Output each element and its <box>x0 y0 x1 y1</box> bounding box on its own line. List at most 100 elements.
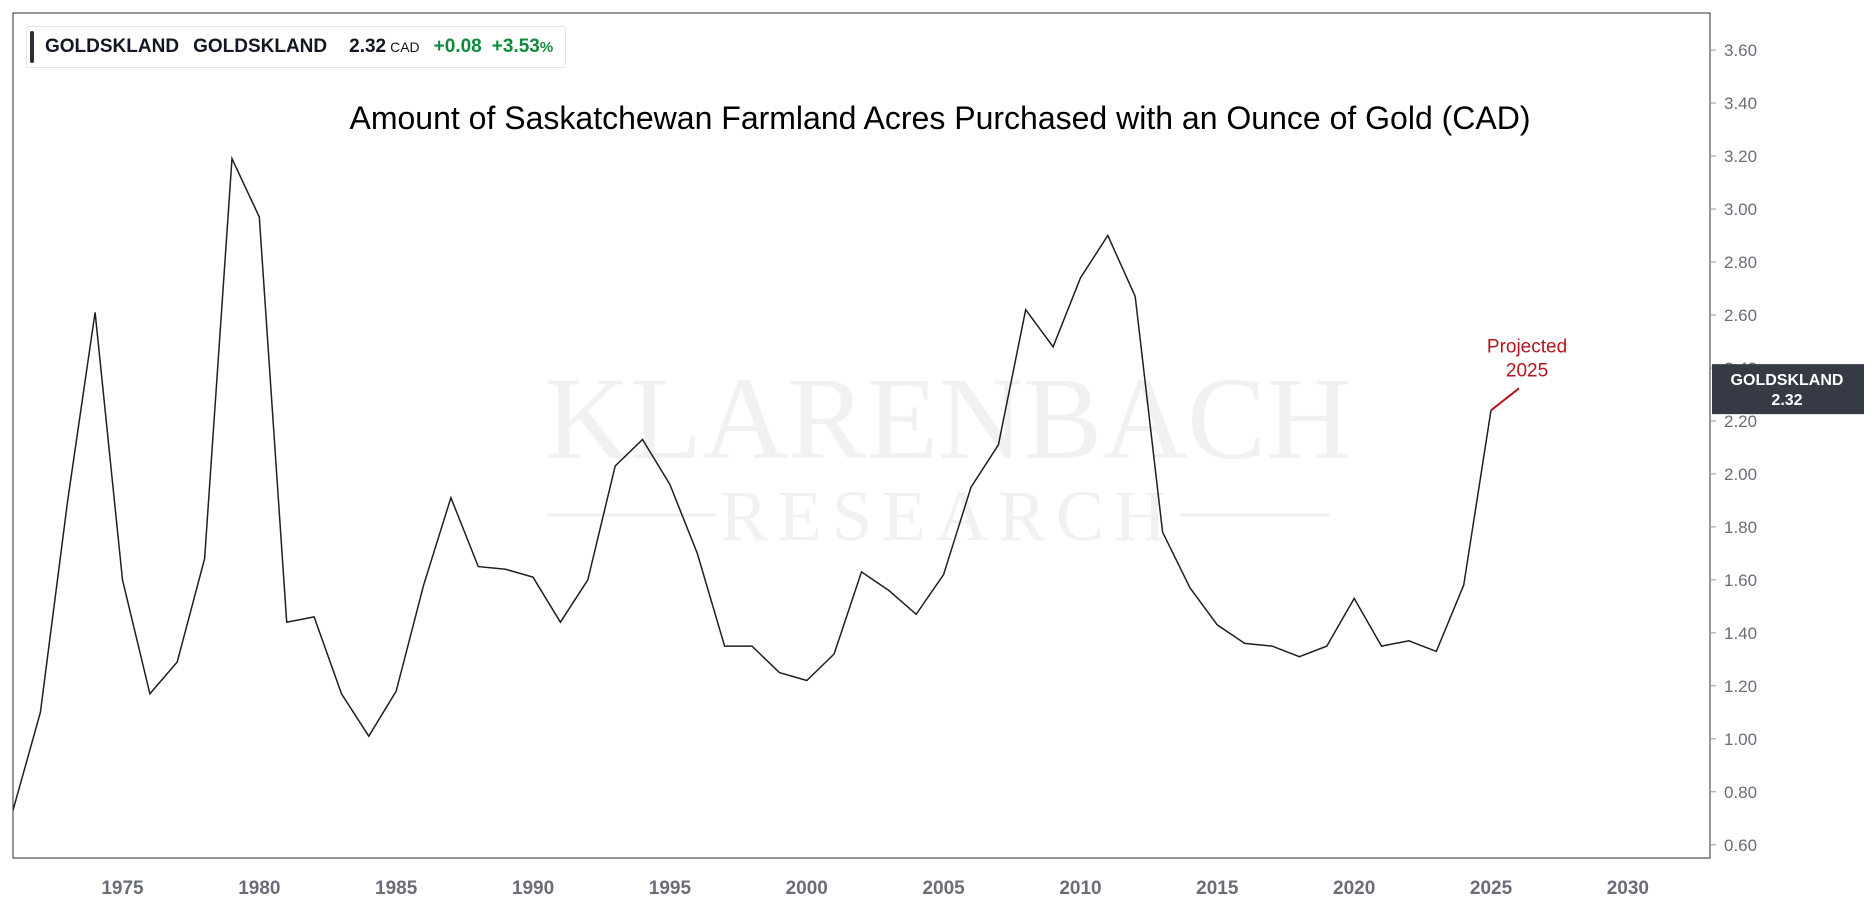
data-point <box>1271 645 1274 648</box>
y-tick-label: 2.80 <box>1724 253 1757 272</box>
y-tick-label: 1.80 <box>1724 518 1757 537</box>
y-tick-label: 0.60 <box>1724 836 1757 855</box>
y-tick-label: 2.60 <box>1724 306 1757 325</box>
data-point <box>367 735 370 738</box>
data-point <box>559 621 562 624</box>
x-tick-label: 2020 <box>1333 878 1375 899</box>
legend-last-value: 2.32 <box>349 36 387 57</box>
y-tick-label: 3.40 <box>1724 94 1757 113</box>
data-point <box>449 496 452 499</box>
data-point <box>969 486 972 489</box>
data-point <box>696 552 699 555</box>
data-point <box>1052 345 1055 348</box>
data-point <box>668 483 671 486</box>
data-point <box>532 576 535 579</box>
data-point <box>39 711 42 714</box>
data-point <box>504 568 507 571</box>
x-tick-label: 2025 <box>1470 878 1513 899</box>
y-axis: 0.600.801.001.201.401.601.802.002.202.40… <box>1710 41 1757 855</box>
x-tick-label: 2000 <box>786 878 828 899</box>
data-point <box>203 557 206 560</box>
y-tick-label: 1.00 <box>1724 730 1757 749</box>
x-tick-label: 1990 <box>512 878 554 899</box>
y-tick-label: 0.80 <box>1724 783 1757 802</box>
data-point <box>258 215 261 218</box>
data-point <box>176 660 179 663</box>
data-point <box>1106 234 1109 237</box>
annotation-leader <box>1490 387 1520 412</box>
data-point <box>230 157 233 160</box>
data-point <box>833 653 836 656</box>
series-line <box>12 155 1492 811</box>
y-tick-label: 2.00 <box>1724 465 1757 484</box>
data-point <box>1325 645 1328 648</box>
last-value-tag-background <box>1712 364 1864 415</box>
last-value-tag-symbol: GOLDSKLAND <box>1731 372 1844 389</box>
annotation-line1: Projected <box>1487 336 1567 357</box>
x-tick-label: 1980 <box>238 878 280 899</box>
y-tick-label: 3.60 <box>1724 41 1757 60</box>
data-point <box>751 645 754 648</box>
data-point <box>887 589 890 592</box>
data-point <box>1216 623 1219 626</box>
x-tick-label: 2010 <box>1059 878 1101 899</box>
data-point <box>395 690 398 693</box>
data-point <box>860 570 863 573</box>
data-point <box>285 621 288 624</box>
data-point <box>1380 645 1383 648</box>
legend-symbol: GOLDSKLAND <box>45 36 180 57</box>
watermark-line1: KLARENBACH <box>545 353 1351 484</box>
y-tick-label: 1.40 <box>1724 624 1757 643</box>
data-point <box>942 573 945 576</box>
data-point <box>614 464 617 467</box>
data-point <box>1243 642 1246 645</box>
symbol-legend[interactable]: GOLDSKLAND GOLDSKLAND 2.32 CAD +0.08 +3.… <box>26 26 567 68</box>
data-point <box>1188 586 1191 589</box>
data-point <box>1298 655 1301 658</box>
data-point <box>1134 295 1137 298</box>
data-point <box>1435 650 1438 653</box>
data-point <box>94 311 97 314</box>
legend-currency: CAD <box>390 39 420 55</box>
data-point <box>66 499 69 502</box>
y-tick-label: 2.20 <box>1724 412 1757 431</box>
watermark: KLARENBACH RESEARCH <box>545 353 1351 556</box>
legend-change-percent: +3.53% <box>492 36 553 58</box>
annotation-line2: 2025 <box>1506 360 1548 381</box>
x-axis: 1975 1980 1985 1990 1995 2000 2005 2010 2015 2020… <box>101 878 1649 899</box>
data-point <box>1353 597 1356 600</box>
legend-series-marker <box>30 31 34 63</box>
x-tick-label: 1995 <box>649 878 692 899</box>
y-tick-label: 3.00 <box>1724 200 1757 219</box>
chart-title: Amount of Saskatchewan Farmland Acres Pu… <box>350 100 1531 136</box>
watermark-line2: RESEARCH <box>720 476 1176 556</box>
legend-change-percent-value: +3.53 <box>491 36 540 57</box>
data-point <box>915 613 918 616</box>
x-tick-label: 2030 <box>1607 878 1649 899</box>
projection-annotation: Projected 2025 <box>1487 336 1567 412</box>
x-tick-label: 1975 <box>101 878 144 899</box>
y-tick-label: 3.20 <box>1724 147 1757 166</box>
data-point <box>477 565 480 568</box>
x-tick-label: 2015 <box>1196 878 1239 899</box>
last-value-tag-value: 2.32 <box>1771 392 1802 409</box>
data-point <box>805 679 808 682</box>
x-tick-label: 1985 <box>375 878 418 899</box>
data-point <box>121 578 124 581</box>
data-point <box>997 443 1000 446</box>
data-point <box>148 692 151 695</box>
legend-percent-sign: % <box>539 39 554 56</box>
y-tick-label: 1.60 <box>1724 571 1757 590</box>
data-point <box>1079 276 1082 279</box>
data-point <box>1161 531 1164 534</box>
y-tick-label: 1.20 <box>1724 677 1757 696</box>
data-point <box>340 692 343 695</box>
data-point <box>12 809 15 812</box>
data-point <box>1407 639 1410 642</box>
legend-change: +0.08 <box>433 36 482 57</box>
x-tick-label: 2005 <box>922 878 965 899</box>
data-point <box>313 615 316 618</box>
data-point <box>586 578 589 581</box>
last-value-tag: GOLDSKLAND 2.32 <box>1712 364 1864 415</box>
